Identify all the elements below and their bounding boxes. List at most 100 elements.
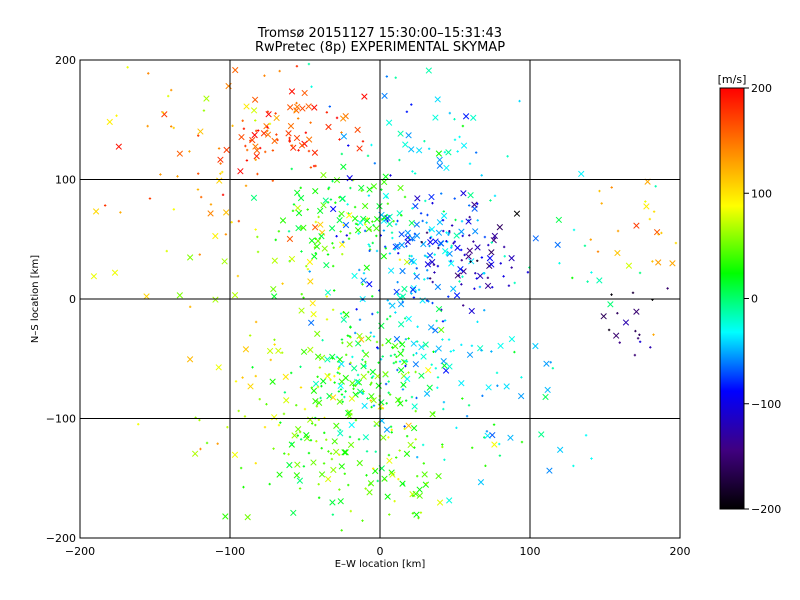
data-point bbox=[279, 421, 282, 424]
data-point bbox=[442, 210, 446, 213]
data-point bbox=[424, 261, 432, 268]
data-point bbox=[460, 268, 467, 275]
data-point bbox=[558, 262, 561, 265]
data-point bbox=[423, 139, 426, 143]
data-point bbox=[346, 334, 350, 337]
data-point bbox=[306, 208, 309, 211]
data-point bbox=[390, 428, 393, 432]
data-point bbox=[278, 69, 281, 73]
data-point bbox=[375, 234, 378, 238]
data-point bbox=[470, 344, 474, 347]
data-point bbox=[385, 75, 389, 78]
data-point bbox=[404, 399, 408, 402]
data-point bbox=[288, 255, 296, 263]
data-point bbox=[389, 354, 393, 358]
data-point bbox=[410, 425, 418, 432]
data-point bbox=[381, 407, 385, 410]
data-point bbox=[333, 176, 341, 184]
data-point bbox=[212, 296, 219, 303]
data-point bbox=[483, 436, 486, 439]
data-point bbox=[403, 450, 411, 457]
data-point bbox=[416, 325, 419, 328]
data-point bbox=[445, 231, 448, 234]
data-point bbox=[413, 273, 420, 280]
data-point bbox=[271, 257, 278, 264]
data-point bbox=[320, 378, 327, 385]
data-point bbox=[499, 262, 502, 265]
data-point bbox=[358, 336, 365, 343]
data-point bbox=[249, 136, 256, 144]
data-point bbox=[254, 119, 257, 122]
data-point bbox=[631, 291, 635, 294]
data-point bbox=[312, 187, 319, 195]
data-point bbox=[295, 65, 299, 68]
data-point bbox=[266, 126, 269, 129]
data-point bbox=[363, 264, 370, 271]
data-point bbox=[283, 452, 286, 455]
data-point bbox=[380, 253, 388, 260]
data-point bbox=[349, 509, 352, 513]
data-point bbox=[460, 259, 463, 262]
data-point bbox=[401, 300, 404, 304]
colorbar-ticks: 200 100 0 −100 −200 bbox=[744, 82, 781, 516]
data-point bbox=[176, 175, 179, 178]
data-point bbox=[455, 426, 458, 430]
data-point bbox=[256, 172, 259, 176]
data-point bbox=[572, 228, 576, 232]
data-point bbox=[299, 186, 302, 190]
data-point bbox=[317, 496, 321, 499]
data-point bbox=[423, 254, 427, 257]
data-point bbox=[382, 229, 386, 232]
data-point bbox=[476, 219, 479, 222]
data-point bbox=[332, 246, 335, 249]
data-point bbox=[395, 355, 398, 359]
data-point bbox=[325, 438, 328, 441]
data-point bbox=[649, 346, 652, 349]
data-point bbox=[361, 349, 365, 352]
data-point bbox=[648, 217, 652, 221]
data-point bbox=[392, 219, 395, 223]
data-point bbox=[415, 396, 418, 400]
data-point bbox=[450, 285, 457, 292]
data-point bbox=[425, 482, 428, 485]
data-point bbox=[398, 231, 405, 238]
data-point bbox=[652, 333, 655, 336]
data-point bbox=[378, 322, 385, 329]
data-point bbox=[462, 113, 470, 120]
data-point bbox=[268, 122, 272, 126]
data-point bbox=[380, 434, 387, 441]
data-point bbox=[489, 431, 496, 439]
data-point bbox=[354, 418, 358, 422]
data-point bbox=[356, 373, 360, 377]
data-point bbox=[354, 126, 361, 133]
data-point bbox=[440, 308, 443, 312]
data-point bbox=[296, 117, 300, 120]
data-point bbox=[326, 392, 333, 400]
data-point bbox=[413, 446, 416, 449]
data-point bbox=[361, 519, 364, 522]
data-point bbox=[496, 224, 503, 231]
data-point bbox=[465, 414, 469, 418]
data-point bbox=[377, 361, 380, 364]
data-point bbox=[308, 270, 311, 273]
data-point bbox=[443, 458, 446, 461]
data-point bbox=[231, 292, 239, 299]
data-point bbox=[317, 483, 320, 486]
data-point bbox=[458, 380, 465, 387]
data-point bbox=[498, 442, 501, 446]
data-point bbox=[414, 370, 417, 374]
data-point bbox=[169, 125, 173, 128]
data-point bbox=[343, 472, 346, 475]
data-point bbox=[454, 218, 457, 222]
data-point bbox=[306, 258, 314, 266]
data-point bbox=[361, 358, 364, 361]
data-point bbox=[263, 122, 270, 130]
data-point bbox=[277, 230, 281, 233]
data-point bbox=[456, 150, 459, 153]
data-point bbox=[283, 391, 287, 394]
data-point bbox=[416, 492, 423, 499]
data-point bbox=[404, 338, 408, 341]
data-point bbox=[318, 471, 326, 478]
data-point bbox=[323, 431, 326, 435]
data-point bbox=[338, 378, 345, 385]
